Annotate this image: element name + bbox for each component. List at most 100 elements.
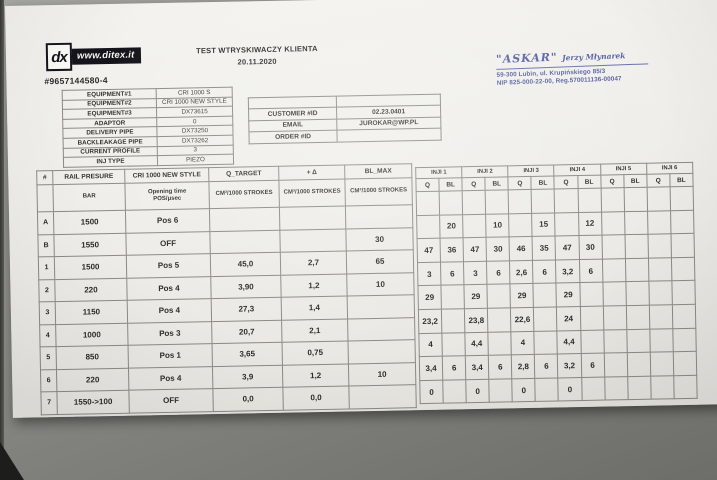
injector-value-cell xyxy=(600,187,625,212)
injector-value-cell xyxy=(579,306,604,331)
equipment-row: INJ TYPE PIEZO xyxy=(63,154,234,168)
injector-value-cell xyxy=(624,234,649,259)
q-target-cell: 3,90 xyxy=(210,274,282,299)
injector-value-cell xyxy=(441,332,466,357)
injector-subheader: BL xyxy=(438,177,463,192)
injector-value-cell xyxy=(416,214,441,239)
rail-pressure-cell: 1500 xyxy=(54,255,127,280)
delta-cell: 2,1 xyxy=(281,318,348,343)
row-id-cell: 3 xyxy=(39,301,56,325)
bl-max-cell xyxy=(347,294,415,319)
photo-left-edge xyxy=(0,0,4,480)
customer-table: CUSTOMER #ID 02.23.0401 EMAIL JUROKAR@WP… xyxy=(248,94,442,144)
injector-subheader: Q xyxy=(554,175,578,189)
injector-value-cell: 3 xyxy=(417,261,442,286)
opening-time-cell: Pos 4 xyxy=(127,298,212,323)
delta-cell xyxy=(279,206,346,230)
injector-value-cell xyxy=(648,281,673,306)
test-column-units xyxy=(36,184,54,212)
injector-value-cell xyxy=(625,257,649,283)
test-column-units: CM³/1000 STROKES xyxy=(344,177,413,207)
injector-value-cell xyxy=(650,351,674,376)
injector-value-cell: 4 xyxy=(418,332,443,357)
injector-value-cell: 6 xyxy=(580,353,605,378)
injector-value-cell xyxy=(485,189,509,214)
row-id-cell: A xyxy=(37,211,54,235)
injector-value-cell xyxy=(627,375,651,400)
rail-pressure-cell: 850 xyxy=(56,345,129,370)
injector-value-cell: 0 xyxy=(419,379,444,404)
injector-value-cell: 10 xyxy=(485,213,510,238)
injector-value-cell xyxy=(488,331,512,356)
delta-cell: 2,7 xyxy=(280,250,347,275)
injector-value-cell xyxy=(601,234,626,259)
delta-cell: 0,0 xyxy=(282,385,350,410)
injector-value-cell xyxy=(602,282,627,307)
injector-subheader: Q xyxy=(508,176,532,190)
report-serial: #9657144580-4 xyxy=(44,75,109,87)
injector-value-cell xyxy=(531,188,556,214)
injector-value-cell xyxy=(581,376,605,401)
injector-value-cell: 3 xyxy=(463,261,488,286)
row-id-cell: 4 xyxy=(39,324,57,347)
injector-value-cell xyxy=(647,210,671,235)
injector-subheader: Q xyxy=(600,174,624,189)
injector-value-cell xyxy=(626,328,651,353)
injector-value-cell: 2,6 xyxy=(509,260,534,285)
injector-value-cell xyxy=(670,233,695,258)
test-column-units: BAR xyxy=(52,183,126,212)
injector-value-cell: 23,2 xyxy=(418,309,442,334)
row-id-cell: 7 xyxy=(40,391,58,415)
injector-group-header: INJI 2 xyxy=(461,165,509,178)
q-target-cell: 0,0 xyxy=(212,387,284,412)
injector-value-cell xyxy=(625,281,650,306)
rail-pressure-cell: 220 xyxy=(54,277,128,302)
injector-value-cell xyxy=(487,284,511,309)
injector-subheader: BL xyxy=(485,176,509,191)
injector-value-cell xyxy=(487,307,512,332)
bl-max-cell xyxy=(345,204,413,229)
customer-value xyxy=(336,128,442,142)
test-column-header: # xyxy=(36,170,53,185)
q-target-cell xyxy=(209,207,280,232)
injector-value-cell: 24 xyxy=(556,306,581,331)
stamp-owner-name: Jerzy Młynarek xyxy=(561,51,626,63)
injector-value-cell xyxy=(580,329,604,354)
test-column-header: BL_MAX xyxy=(344,163,412,180)
injector-value-cell xyxy=(533,306,558,331)
equipment-value: PIEZO xyxy=(157,154,234,166)
injector-value-cell xyxy=(626,305,650,330)
injector-value-cell xyxy=(535,377,559,402)
q-target-cell: 3,9 xyxy=(212,364,283,389)
injector-value-cell xyxy=(579,282,603,307)
ditex-website-label: www.ditex.it xyxy=(71,47,142,65)
opening-time-cell: Pos 1 xyxy=(128,343,213,368)
injector-value-cell: 0 xyxy=(512,378,536,403)
injector-value-cell xyxy=(601,211,625,236)
injector-value-cell: 23,8 xyxy=(464,308,489,333)
injector-value-cell xyxy=(671,280,696,305)
opening-time-cell: Pos 5 xyxy=(126,253,211,278)
injector-group-header: INJI 5 xyxy=(600,163,647,176)
opening-time-cell: Pos 4 xyxy=(126,276,212,301)
opening-time-cell: Pos 4 xyxy=(128,366,213,391)
injector-value-cell xyxy=(602,305,627,330)
injector-value-cell: 46 xyxy=(509,236,533,261)
delta-cell: 0,75 xyxy=(282,340,349,365)
injector-value-cell xyxy=(462,213,487,238)
injector-value-cell xyxy=(647,233,672,258)
injector-subheader: Q xyxy=(462,177,486,191)
injector-value-cell xyxy=(534,330,558,355)
bl-max-cell xyxy=(347,317,415,341)
delta-cell: 1,4 xyxy=(281,295,348,320)
injector-value-cell xyxy=(462,190,486,215)
bl-max-cell: 10 xyxy=(348,362,416,386)
injector-value-cell xyxy=(533,283,557,308)
opening-time-cell: Pos 6 xyxy=(125,208,210,233)
injector-value-cell xyxy=(488,378,513,403)
injector-group-header: INJI 4 xyxy=(554,164,601,176)
injector-value-cell xyxy=(650,375,675,400)
injector-value-cell: 4,4 xyxy=(465,331,489,356)
injector-data-row: 0 0 0 0 xyxy=(419,375,698,404)
row-id-cell: 6 xyxy=(40,369,57,392)
